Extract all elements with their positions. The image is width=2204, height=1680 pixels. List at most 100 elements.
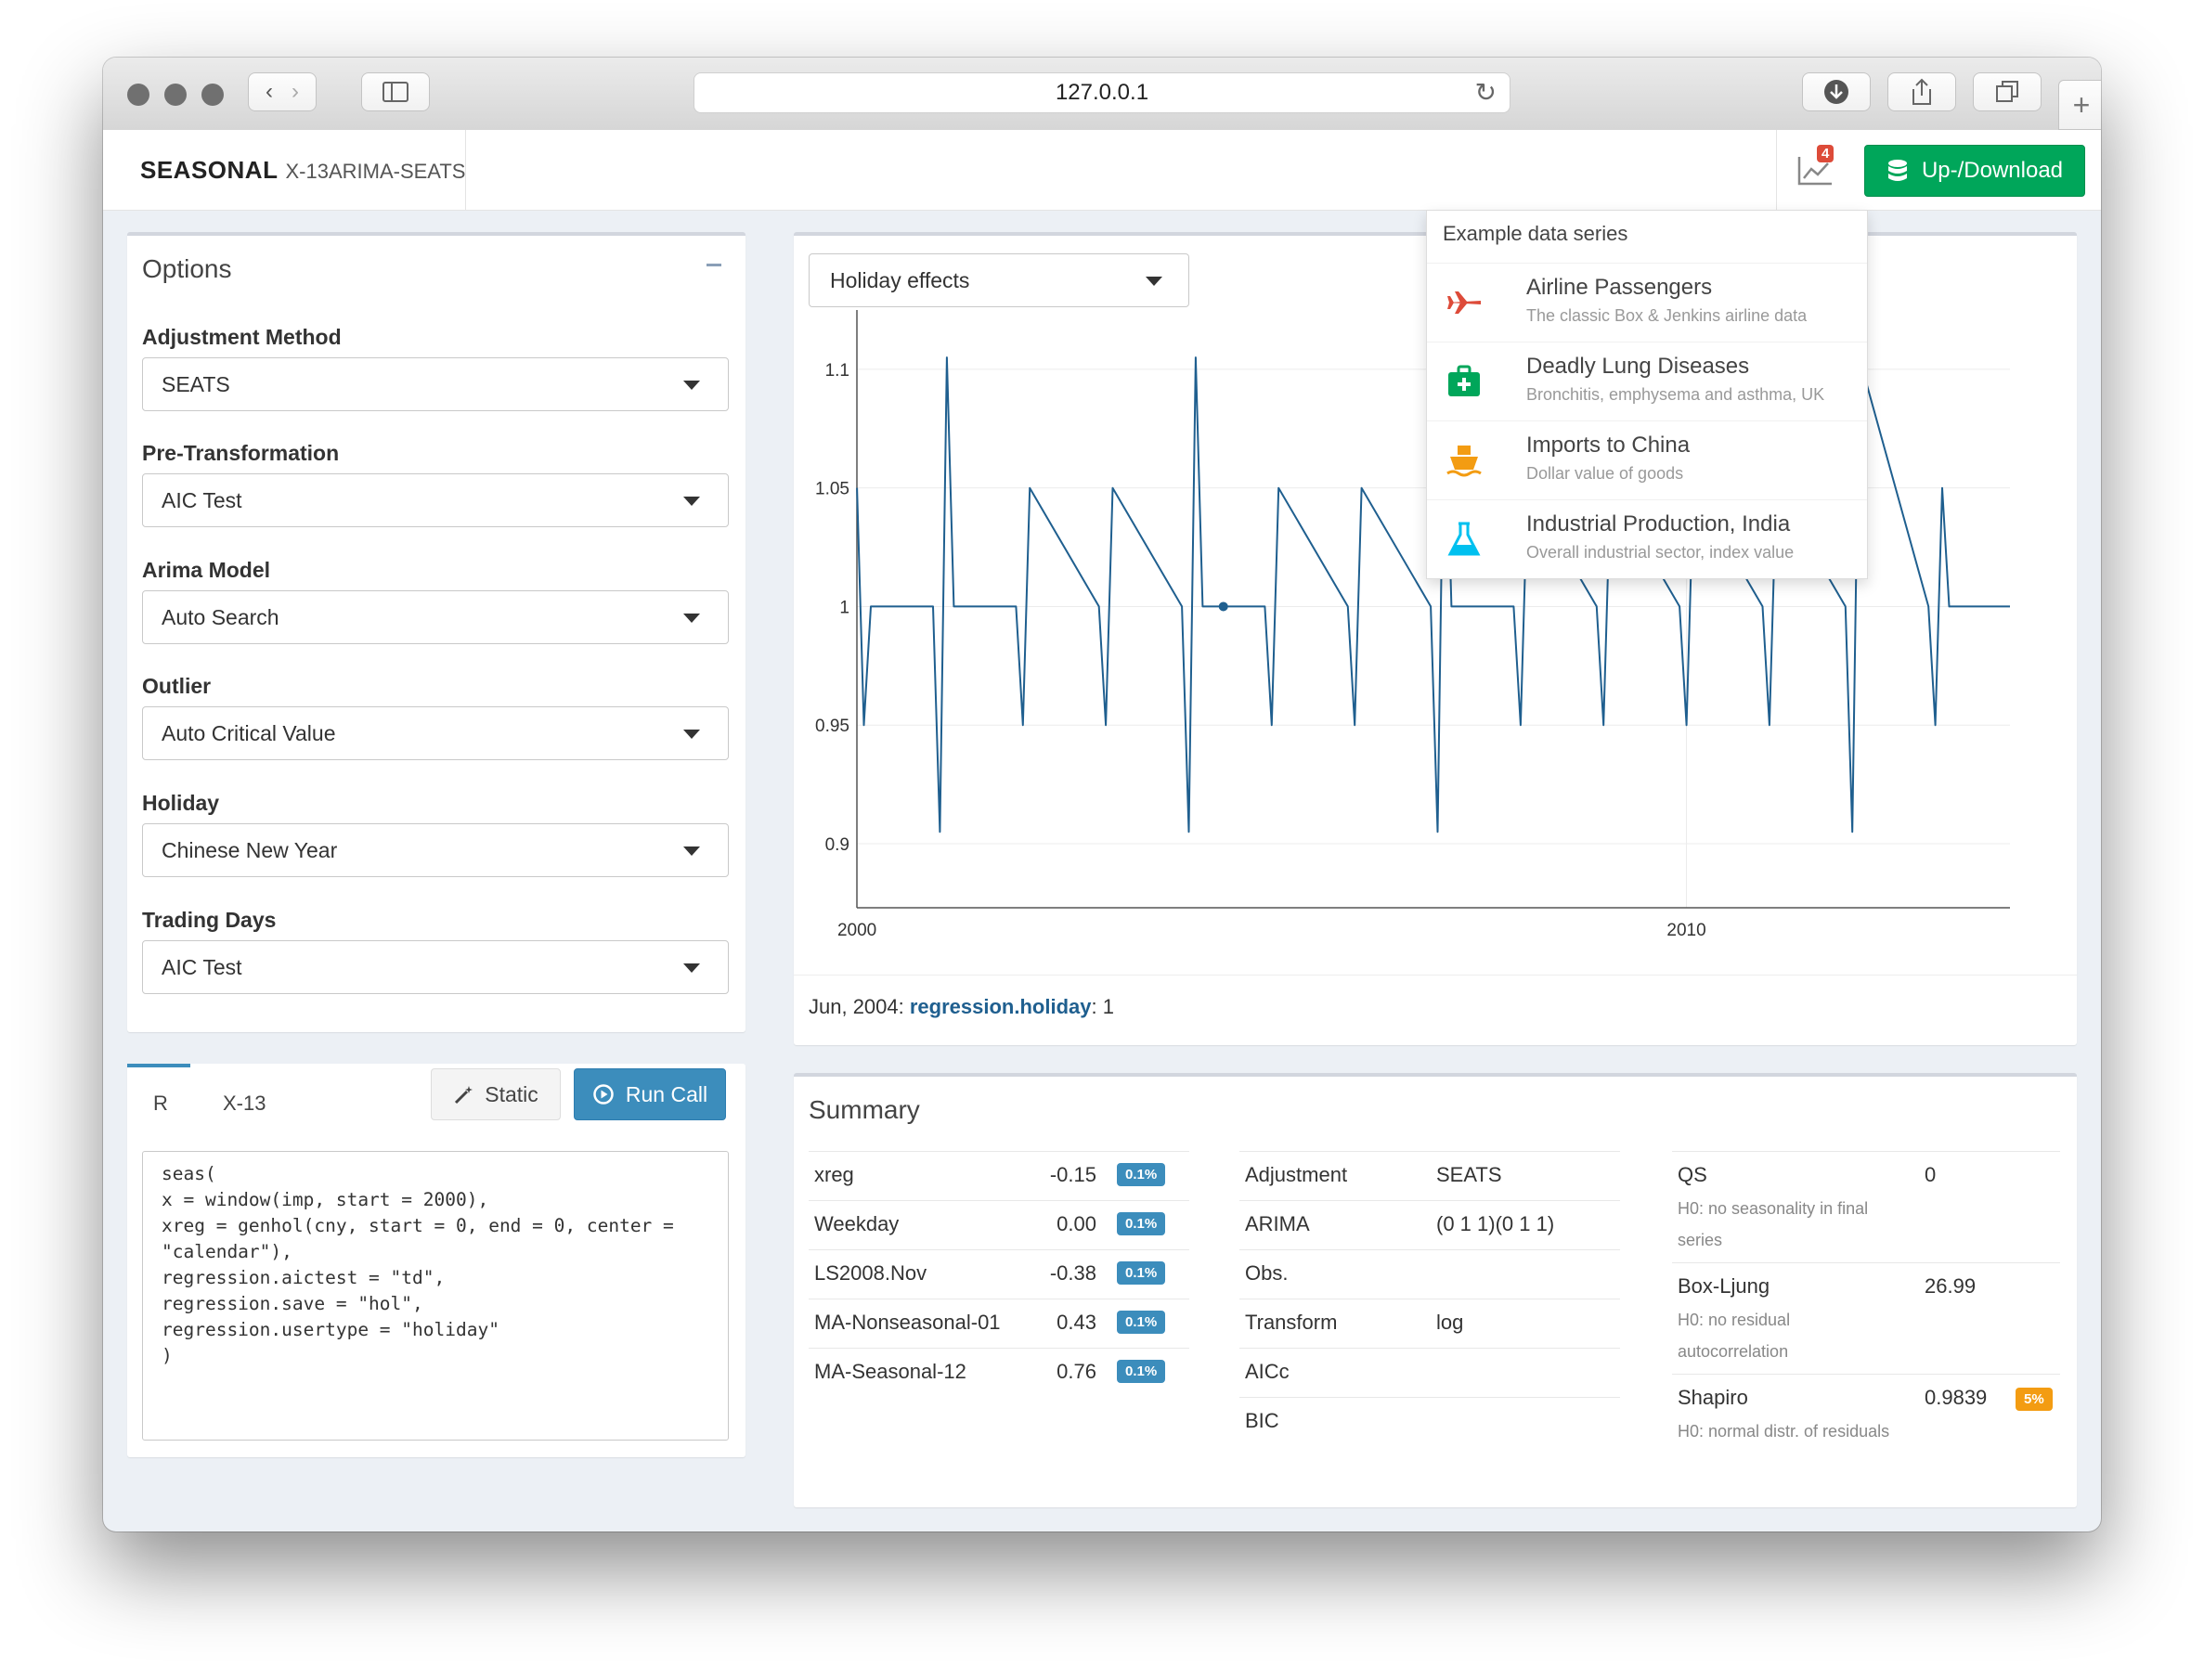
dropdown-item-industrial-production-india[interactable]: Industrial Production, India Overall ind… bbox=[1427, 499, 1867, 578]
pre-transformation-label: Pre-Transformation bbox=[142, 441, 340, 465]
trading-days-select[interactable]: AIC Test bbox=[142, 940, 729, 994]
url-text: 127.0.0.1 bbox=[1055, 80, 1149, 105]
y-tick-label: 0.95 bbox=[815, 717, 849, 736]
coef-name: Weekday bbox=[814, 1212, 900, 1235]
significance-badge: 5% bbox=[2016, 1388, 2053, 1411]
app-brand: SEASONAL X-13ARIMA-SEATS bbox=[140, 130, 465, 210]
coef-name: xreg bbox=[814, 1163, 854, 1186]
flask-icon bbox=[1447, 522, 1481, 556]
hypothesis-line: H0: no seasonality in final bbox=[1678, 1199, 1869, 1218]
tabs-overview-button[interactable] bbox=[1973, 72, 2042, 111]
stat-name: BIC bbox=[1245, 1409, 1279, 1432]
dropdown-item-deadly-lung-diseases[interactable]: Deadly Lung Diseases Bronchitis, emphyse… bbox=[1427, 342, 1867, 420]
outlier-label: Outlier bbox=[142, 674, 212, 698]
item-description: Overall industrial sector, index value bbox=[1526, 543, 1795, 562]
coef-name: MA-Seasonal-12 bbox=[814, 1360, 966, 1383]
tab-x13[interactable]: X-13 bbox=[223, 1092, 266, 1115]
magic-wand-icon bbox=[455, 1086, 473, 1105]
coef-name: LS2008.Nov bbox=[814, 1261, 927, 1285]
summary-title: Summary bbox=[809, 1095, 920, 1124]
select-value: SEATS bbox=[162, 372, 230, 396]
item-title: Imports to China bbox=[1526, 433, 1691, 458]
coef-value: 0.00 bbox=[1057, 1212, 1096, 1235]
plus-icon: + bbox=[2072, 87, 2091, 122]
coefficient-row: Weekday 0.00 0.1% bbox=[809, 1200, 1189, 1249]
example-data-dropdown: Example data series Airline Passengers T… bbox=[1426, 210, 1868, 579]
brand-title: SEASONAL bbox=[140, 156, 279, 184]
share-button[interactable] bbox=[1887, 72, 1956, 111]
options-panel: Options Adjustment Method SEATS Pre-Tran… bbox=[127, 232, 745, 1032]
adjustment-method-label: Adjustment Method bbox=[142, 325, 342, 349]
hypothesis-line: H0: normal distr. of residuals bbox=[1678, 1422, 1890, 1441]
run-call-button[interactable]: Run Call bbox=[574, 1068, 726, 1120]
back-icon[interactable]: ‹ bbox=[265, 79, 273, 104]
brand-subtitle: X-13ARIMA-SEATS bbox=[285, 160, 466, 183]
call-code-editor[interactable]: seas( x = window(imp, start = 2000), xre… bbox=[142, 1151, 729, 1441]
sidebar-toggle-button[interactable] bbox=[361, 72, 430, 111]
arima-model-select[interactable]: Auto Search bbox=[142, 590, 729, 644]
hypothesis-line: autocorrelation bbox=[1678, 1342, 1789, 1361]
adjustment-method-select[interactable]: SEATS bbox=[142, 357, 729, 411]
coef-value: 0.76 bbox=[1057, 1360, 1096, 1383]
stat-name: ARIMA bbox=[1245, 1212, 1310, 1235]
tab-r[interactable]: R bbox=[153, 1092, 168, 1115]
pre-transformation-select[interactable]: AIC Test bbox=[142, 473, 729, 527]
divider bbox=[794, 975, 2077, 976]
summary-panel: Summary xreg -0.15 0.1% Weekday 0.00 0.1% LS20… bbox=[794, 1073, 2077, 1507]
line-chart-icon[interactable] bbox=[1796, 154, 1834, 187]
caret-down-icon bbox=[683, 963, 700, 973]
new-tab-button[interactable]: + bbox=[2058, 80, 2101, 130]
item-description: Bronchitis, emphysema and asthma, UK bbox=[1526, 385, 1825, 404]
zoom-window-button[interactable] bbox=[201, 84, 224, 106]
address-bar[interactable]: 127.0.0.1 ↻ bbox=[694, 72, 1510, 113]
reload-icon[interactable]: ↻ bbox=[1474, 78, 1497, 107]
notification-badge: 4 bbox=[1817, 145, 1835, 162]
highlight-point bbox=[1218, 601, 1228, 612]
back-forward-buttons: ‹ › bbox=[248, 72, 317, 111]
stat-name: Transform bbox=[1245, 1311, 1338, 1334]
coefficient-row: xreg -0.15 0.1% bbox=[809, 1151, 1189, 1200]
collapse-icon[interactable] bbox=[707, 264, 721, 266]
hover-series: regression.holiday bbox=[909, 995, 1092, 1018]
item-description: Dollar value of goods bbox=[1526, 464, 1684, 483]
holiday-select[interactable]: Chinese New Year bbox=[142, 823, 729, 877]
coefficient-row: MA-Seasonal-12 0.76 0.1% bbox=[809, 1348, 1189, 1397]
test-name: Shapiro bbox=[1678, 1386, 1748, 1409]
item-description: The classic Box & Jenkins airline data bbox=[1526, 306, 1808, 325]
app-header: SEASONAL X-13ARIMA-SEATS 4 Up-/Download bbox=[103, 130, 2101, 211]
y-tick-label: 0.9 bbox=[825, 835, 849, 855]
play-circle-icon bbox=[593, 1084, 614, 1105]
browser-toolbar: ‹ › 127.0.0.1 ↻ + bbox=[103, 58, 2101, 131]
item-title: Deadly Lung Diseases bbox=[1526, 354, 1750, 379]
minimize-window-button[interactable] bbox=[164, 84, 187, 106]
dropdown-item-imports-to-china[interactable]: Imports to China Dollar value of goods bbox=[1427, 420, 1867, 499]
close-window-button[interactable] bbox=[127, 84, 149, 106]
stat-name: Obs. bbox=[1245, 1261, 1289, 1285]
outlier-select[interactable]: Auto Critical Value bbox=[142, 706, 729, 760]
stat-name: Adjustment bbox=[1245, 1163, 1348, 1186]
plane-icon bbox=[1447, 291, 1481, 314]
coef-value: -0.38 bbox=[1049, 1261, 1096, 1285]
coef-name: MA-Nonseasonal-01 bbox=[814, 1311, 1001, 1334]
series-view-select[interactable]: Holiday effects bbox=[809, 253, 1189, 307]
hover-date: Jun, 2004: bbox=[809, 995, 910, 1018]
sidebar-icon bbox=[382, 82, 408, 102]
dropdown-item-airline-passengers[interactable]: Airline Passengers The classic Box & Jen… bbox=[1427, 263, 1867, 342]
static-button[interactable]: Static bbox=[431, 1068, 561, 1120]
y-tick-label: 1.1 bbox=[825, 361, 849, 381]
downloads-button[interactable] bbox=[1802, 72, 1871, 111]
medkit-icon bbox=[1448, 365, 1480, 396]
coefficient-row: LS2008.Nov -0.38 0.1% bbox=[809, 1249, 1189, 1299]
chart-hover-readout: Jun, 2004: regression.holiday: 1 bbox=[809, 995, 1114, 1019]
stat-row: Obs. bbox=[1239, 1249, 1620, 1299]
up-download-button[interactable]: Up-/Download bbox=[1864, 145, 2085, 197]
trading-days-label: Trading Days bbox=[142, 908, 277, 932]
test-value: 26.99 bbox=[1925, 1274, 1977, 1298]
significance-badge: 0.1% bbox=[1117, 1360, 1166, 1383]
hypothesis-line: series bbox=[1678, 1231, 1723, 1249]
forward-icon[interactable]: › bbox=[292, 79, 299, 104]
significance-badge: 0.1% bbox=[1117, 1212, 1166, 1235]
select-value: AIC Test bbox=[162, 955, 242, 979]
divider bbox=[465, 130, 466, 210]
download-icon bbox=[1824, 80, 1848, 104]
